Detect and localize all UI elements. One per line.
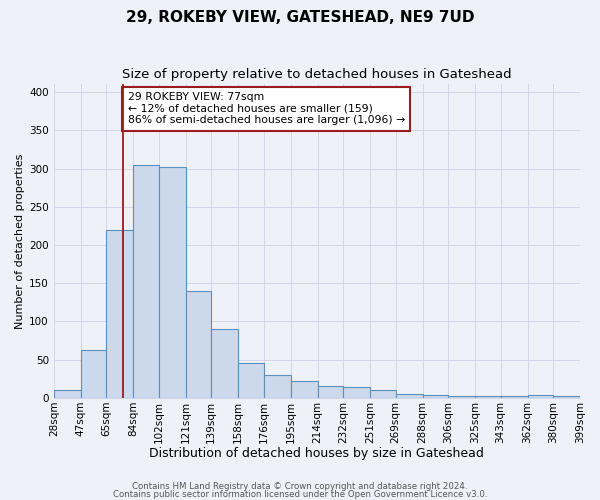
Bar xyxy=(553,396,580,398)
Bar xyxy=(343,387,370,398)
Bar xyxy=(211,329,238,398)
Bar xyxy=(185,291,211,398)
Bar xyxy=(395,394,422,398)
Bar xyxy=(448,396,475,398)
Bar xyxy=(81,350,106,398)
Text: 29 ROKEBY VIEW: 77sqm
← 12% of detached houses are smaller (159)
86% of semi-det: 29 ROKEBY VIEW: 77sqm ← 12% of detached … xyxy=(128,92,405,126)
Bar xyxy=(422,395,448,398)
Bar xyxy=(159,167,185,398)
Bar xyxy=(370,390,395,398)
Bar xyxy=(475,396,500,398)
X-axis label: Distribution of detached houses by size in Gateshead: Distribution of detached houses by size … xyxy=(149,447,484,460)
Bar xyxy=(527,395,553,398)
Text: Contains HM Land Registry data © Crown copyright and database right 2024.: Contains HM Land Registry data © Crown c… xyxy=(132,482,468,491)
Y-axis label: Number of detached properties: Number of detached properties xyxy=(15,154,25,329)
Bar xyxy=(54,390,81,398)
Bar xyxy=(106,230,133,398)
Title: Size of property relative to detached houses in Gateshead: Size of property relative to detached ho… xyxy=(122,68,512,80)
Bar xyxy=(290,381,317,398)
Text: Contains public sector information licensed under the Open Government Licence v3: Contains public sector information licen… xyxy=(113,490,487,499)
Bar xyxy=(500,396,527,398)
Text: 29, ROKEBY VIEW, GATESHEAD, NE9 7UD: 29, ROKEBY VIEW, GATESHEAD, NE9 7UD xyxy=(126,10,474,25)
Bar xyxy=(133,164,159,398)
Bar xyxy=(263,375,290,398)
Bar xyxy=(317,386,343,398)
Bar xyxy=(238,363,263,398)
